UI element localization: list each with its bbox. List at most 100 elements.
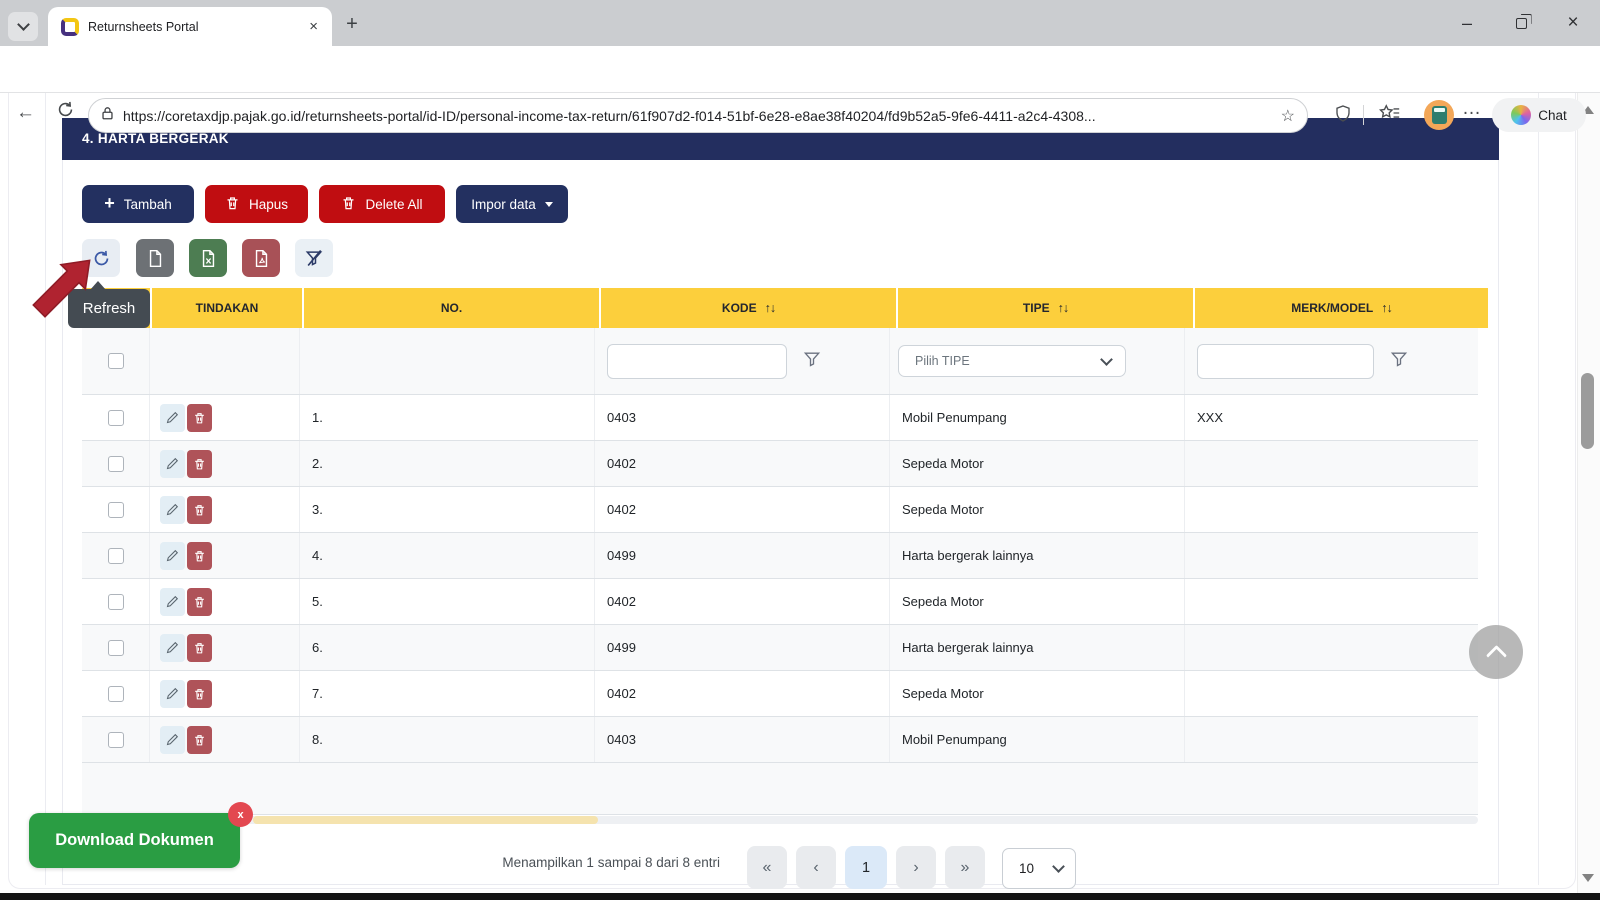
row-checkbox[interactable] (107, 639, 124, 656)
site-favicon (61, 17, 79, 36)
bookmark-star-icon[interactable]: ☆ (1280, 107, 1295, 125)
browser-tab[interactable]: Returnsheets Portal × (48, 7, 332, 46)
edit-button[interactable] (160, 449, 185, 478)
cell-kode: 0403 (595, 717, 890, 762)
export-file-button[interactable] (136, 239, 174, 277)
header-tipe[interactable]: TIPE ↑↓ (898, 288, 1193, 328)
header-kode[interactable]: KODE ↑↓ (601, 288, 896, 328)
delete-button[interactable] (187, 587, 212, 616)
edit-button[interactable] (160, 633, 185, 662)
edit-button[interactable] (160, 587, 185, 616)
scroll-to-top-button[interactable] (1469, 625, 1523, 679)
export-pdf-button[interactable] (242, 239, 280, 277)
entries-summary: Menampilkan 1 sampai 8 dari 8 entri (502, 855, 720, 870)
table-footer-spacer (82, 763, 1478, 815)
pagination-next-button[interactable]: › (896, 846, 936, 889)
vertical-scrollbar[interactable] (1577, 93, 1600, 893)
new-tab-button[interactable]: + (346, 12, 358, 35)
row-checkbox[interactable] (107, 455, 124, 472)
pagination-last-button[interactable]: » (945, 846, 985, 889)
row-checkbox[interactable] (107, 593, 124, 610)
delete-button[interactable] (187, 679, 212, 708)
copilot-logo-icon (1511, 105, 1532, 125)
scrollbar-down-arrow[interactable] (1582, 874, 1594, 888)
pagination-prev-button[interactable]: ‹ (796, 846, 836, 889)
tambah-button[interactable]: + Tambah (82, 185, 194, 223)
download-dokumen-button[interactable]: Download Dokumen (29, 813, 240, 868)
page-size-select[interactable]: 10 (1002, 848, 1076, 889)
cell-tipe: Sepeda Motor (890, 671, 1185, 716)
back-button[interactable]: ← (16, 102, 35, 123)
favorites-icon[interactable] (1378, 103, 1400, 128)
toolbar-more-icon[interactable]: … (1462, 98, 1482, 119)
row-checkbox[interactable] (107, 731, 124, 748)
calculator-extension-icon[interactable] (1424, 100, 1454, 130)
page-size-value: 10 (1019, 861, 1035, 876)
tab-search-button[interactable] (8, 12, 38, 41)
cell-merk: XXX (1197, 410, 1224, 425)
cell-kode: 0499 (595, 625, 890, 670)
filter-icon[interactable] (802, 349, 822, 374)
tab-strip: Returnsheets Portal × + – × (0, 0, 1600, 46)
clear-filter-button[interactable] (295, 239, 333, 277)
delete-button[interactable] (187, 449, 212, 478)
edit-button[interactable] (160, 495, 185, 524)
row-checkbox[interactable] (107, 685, 124, 702)
row-checkbox[interactable] (107, 547, 124, 564)
impor-data-button[interactable]: Impor data (456, 185, 568, 223)
hapus-button[interactable]: Hapus (205, 185, 308, 223)
delete-button[interactable] (187, 403, 212, 432)
excel-file-icon (202, 249, 214, 267)
edit-button[interactable] (160, 679, 185, 708)
scrollbar-up-arrow[interactable] (1582, 100, 1594, 114)
delete-button[interactable] (187, 725, 212, 754)
row-checkbox[interactable] (107, 501, 124, 518)
cell-merk (1185, 533, 1478, 578)
kode-filter-input[interactable] (607, 343, 787, 379)
cell-no: 8. (300, 717, 595, 762)
chevron-up-icon (1485, 644, 1507, 667)
edit-button[interactable] (160, 541, 185, 570)
cell-no: 7. (300, 671, 595, 716)
reload-button[interactable] (56, 100, 75, 125)
window-minimize-button[interactable]: – (1461, 12, 1472, 33)
filter-icon[interactable] (1389, 349, 1409, 374)
window-close-button[interactable]: × (1567, 12, 1579, 33)
edit-button[interactable] (160, 403, 185, 432)
table-body: 1. 0403 Mobil Penumpang XXX 2. 0402 Sepe… (82, 395, 1478, 763)
select-all-checkbox[interactable] (107, 353, 124, 369)
delete-all-button[interactable]: Delete All (319, 185, 445, 223)
lock-icon (101, 106, 114, 126)
cell-merk (1185, 487, 1478, 532)
url-bar[interactable]: https://coretaxdjp.pajak.go.id/returnshe… (88, 98, 1308, 133)
row-checkbox[interactable] (107, 409, 124, 426)
horizontal-scrollbar[interactable] (82, 816, 1478, 824)
cell-kode: 0403 (595, 395, 890, 440)
download-close-badge[interactable]: x (228, 802, 253, 827)
merk-filter-input[interactable] (1197, 343, 1374, 379)
cell-tipe: Sepeda Motor (890, 441, 1185, 486)
edit-button[interactable] (160, 725, 185, 754)
delete-button[interactable] (187, 541, 212, 570)
browser-essentials-icon[interactable] (1334, 104, 1352, 128)
pagination-first-button[interactable]: « (747, 846, 787, 889)
export-excel-button[interactable] (189, 239, 227, 277)
tab-close-icon[interactable]: × (309, 18, 318, 35)
copilot-chat-button[interactable]: Chat (1492, 98, 1586, 132)
table-row: 6. 0499 Harta bergerak lainnya (82, 625, 1478, 671)
delete-button[interactable] (187, 495, 212, 524)
vertical-scrollbar-thumb[interactable] (1581, 373, 1594, 449)
table-row: 8. 0403 Mobil Penumpang (82, 717, 1478, 763)
cell-kode: 0402 (595, 579, 890, 624)
window-restore-button[interactable] (1506, 14, 1536, 32)
horizontal-scrollbar-thumb[interactable] (253, 816, 598, 824)
delete-button[interactable] (187, 633, 212, 662)
table-row: 1. 0403 Mobil Penumpang XXX (82, 395, 1478, 441)
cell-merk (1185, 625, 1478, 670)
cell-no: 6. (300, 625, 595, 670)
refresh-icon (94, 250, 108, 265)
header-merk[interactable]: MERK/MODEL ↑↓ (1195, 288, 1488, 328)
tipe-filter-select[interactable]: Pilih TIPE (898, 345, 1126, 377)
delete-all-label: Delete All (365, 196, 423, 212)
pagination-page-1-button[interactable]: 1 (845, 846, 887, 889)
